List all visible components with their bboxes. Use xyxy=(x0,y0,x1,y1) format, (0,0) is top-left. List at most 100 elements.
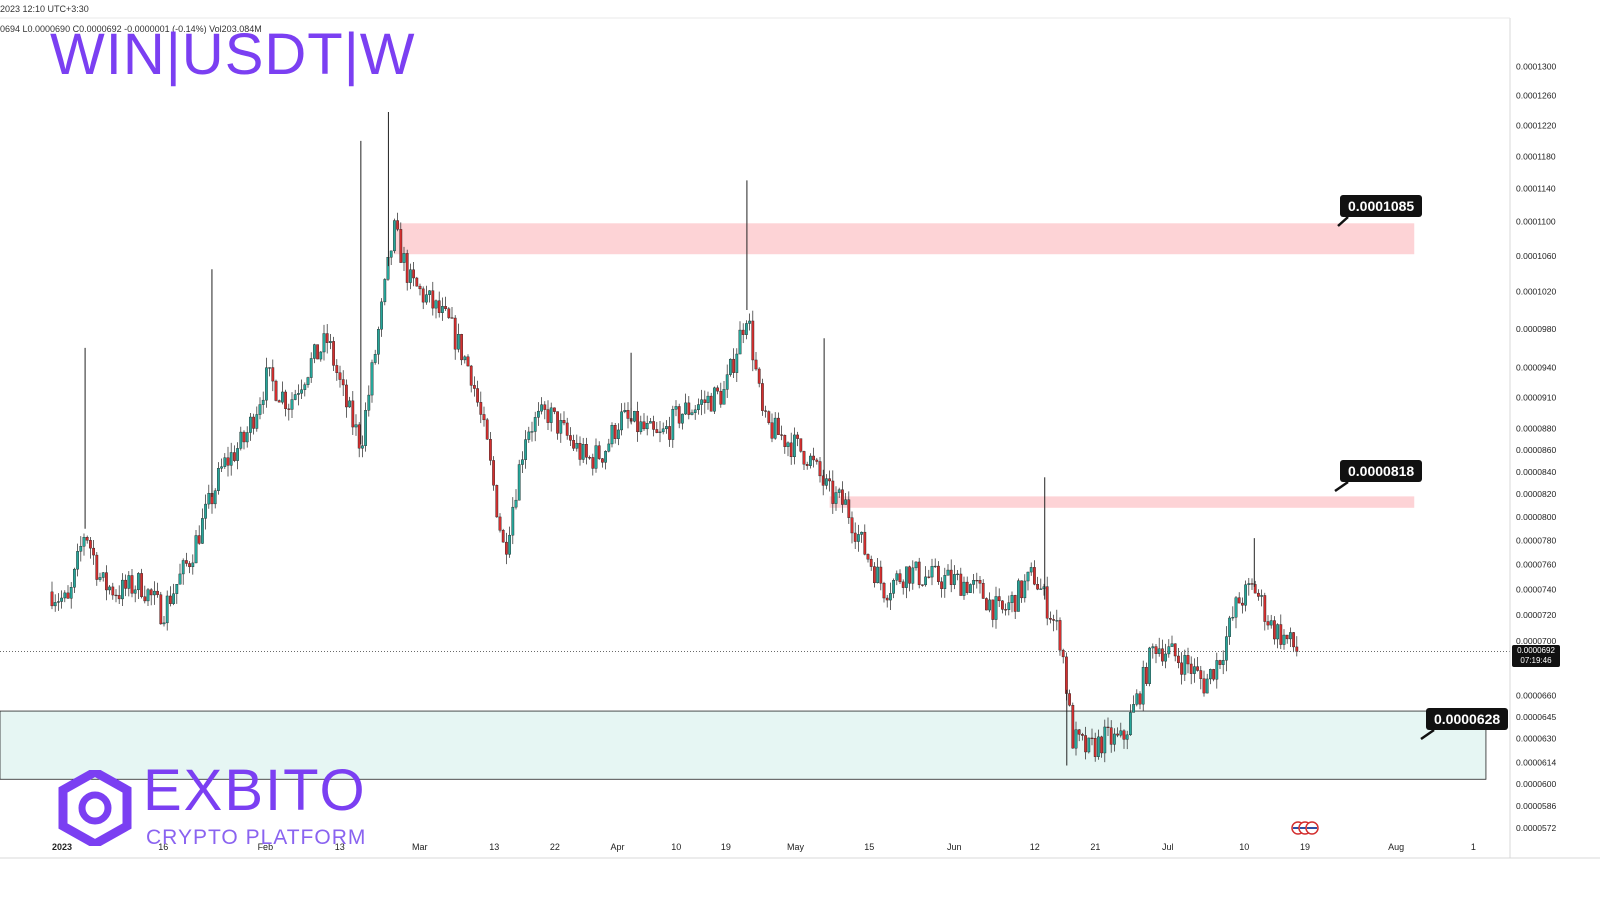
x-tick-label: 1 xyxy=(1471,842,1476,852)
candle-body xyxy=(309,358,313,378)
candle-body xyxy=(60,597,64,602)
candle-body xyxy=(866,554,870,560)
candle-body xyxy=(335,365,339,373)
exbito-logo: EXBITO CRYPTO PLATFORM xyxy=(57,762,387,860)
candle-body xyxy=(399,229,403,263)
candle-body xyxy=(572,440,576,449)
candle-body xyxy=(1215,660,1219,680)
candle-body xyxy=(709,395,713,412)
x-tick-label: 22 xyxy=(550,842,560,852)
candle-body xyxy=(953,574,956,585)
candle-body xyxy=(911,567,915,584)
candle-body xyxy=(437,300,441,313)
candle-body xyxy=(130,575,134,594)
candle-body xyxy=(578,442,582,460)
candle-body xyxy=(463,356,467,361)
candle-body xyxy=(482,414,486,421)
candle-body xyxy=(188,563,191,568)
candle-body xyxy=(940,581,944,589)
candle-body xyxy=(943,575,947,589)
candle-body xyxy=(1285,634,1289,640)
candle-body xyxy=(981,583,985,599)
candle-body xyxy=(895,573,899,581)
candle-body xyxy=(1189,663,1193,674)
candle-body xyxy=(975,580,979,582)
y-tick-label: 0.0000660 xyxy=(1516,690,1556,700)
y-tick-label: 0.0000630 xyxy=(1516,734,1556,744)
candle-body xyxy=(789,442,793,458)
candle-body xyxy=(1052,619,1056,621)
candle-body xyxy=(901,581,905,588)
x-tick-label: 19 xyxy=(721,842,731,852)
candle-body xyxy=(1272,620,1276,640)
candle-body xyxy=(1125,734,1129,740)
logo-subtitle: CRYPTO PLATFORM xyxy=(146,826,367,849)
candle-body xyxy=(1237,597,1241,604)
candle-body xyxy=(978,580,982,584)
candle-body xyxy=(319,351,323,360)
candle-body xyxy=(764,410,768,412)
candle-body xyxy=(457,334,460,350)
y-tick-label: 0.0000586 xyxy=(1516,801,1556,811)
candle-body xyxy=(213,490,217,505)
candle-body xyxy=(1138,693,1142,705)
y-tick-label: 0.0000760 xyxy=(1516,560,1556,570)
zone-support xyxy=(0,710,1487,780)
candle-body xyxy=(469,365,473,386)
candle-body xyxy=(104,572,108,591)
candles xyxy=(50,212,1299,763)
candle-body xyxy=(274,380,278,401)
candle-body xyxy=(850,517,854,534)
candle-body xyxy=(1109,727,1113,745)
candle-body xyxy=(815,459,819,462)
candle-body xyxy=(1080,734,1084,736)
candle-body xyxy=(287,408,291,410)
candle-body xyxy=(831,480,835,504)
candle-body xyxy=(537,410,540,418)
candle-body xyxy=(1192,666,1196,674)
candle-body xyxy=(802,451,806,465)
y-tick-label: 0.0000860 xyxy=(1516,445,1556,455)
zone-resistance-upper xyxy=(393,223,1415,255)
candle-body xyxy=(540,404,544,412)
candle-body xyxy=(1013,595,1017,612)
candle-body xyxy=(796,434,800,439)
candle-body xyxy=(1144,667,1148,684)
candle-body xyxy=(1292,632,1296,648)
candle-body xyxy=(837,489,841,493)
event-flag-icon[interactable] xyxy=(1291,821,1319,835)
candle-body xyxy=(1170,643,1174,647)
candle-body xyxy=(658,431,662,433)
candle-body xyxy=(969,584,972,593)
candle-body xyxy=(1160,648,1164,662)
candle-body xyxy=(1103,726,1107,754)
candle-body xyxy=(1154,646,1158,654)
candle-body xyxy=(530,431,534,433)
y-tick-label: 0.0001300 xyxy=(1516,62,1556,72)
y-tick-label: 0.0001140 xyxy=(1516,183,1556,193)
candle-body xyxy=(834,492,838,504)
candle-body xyxy=(431,290,435,309)
candle-body xyxy=(585,444,588,458)
candle-body xyxy=(501,530,505,543)
candle-body xyxy=(1282,634,1286,645)
candle-body xyxy=(242,431,246,443)
candle-body xyxy=(313,344,316,359)
candle-body xyxy=(373,354,377,363)
candle-body xyxy=(361,445,364,449)
candle-body xyxy=(370,362,374,396)
candle-body xyxy=(882,582,886,599)
candle-body xyxy=(722,389,726,405)
y-tick-label: 0.0000600 xyxy=(1516,779,1556,789)
candle-body xyxy=(860,531,864,535)
candle-body xyxy=(565,422,569,436)
candle-body xyxy=(732,358,736,373)
candle-body xyxy=(1221,660,1225,665)
candle-body xyxy=(645,423,649,430)
candle-body xyxy=(200,518,204,544)
candle-body xyxy=(136,573,140,591)
candle-body xyxy=(857,534,860,542)
candle-body xyxy=(700,399,704,405)
candle-body xyxy=(508,534,511,555)
